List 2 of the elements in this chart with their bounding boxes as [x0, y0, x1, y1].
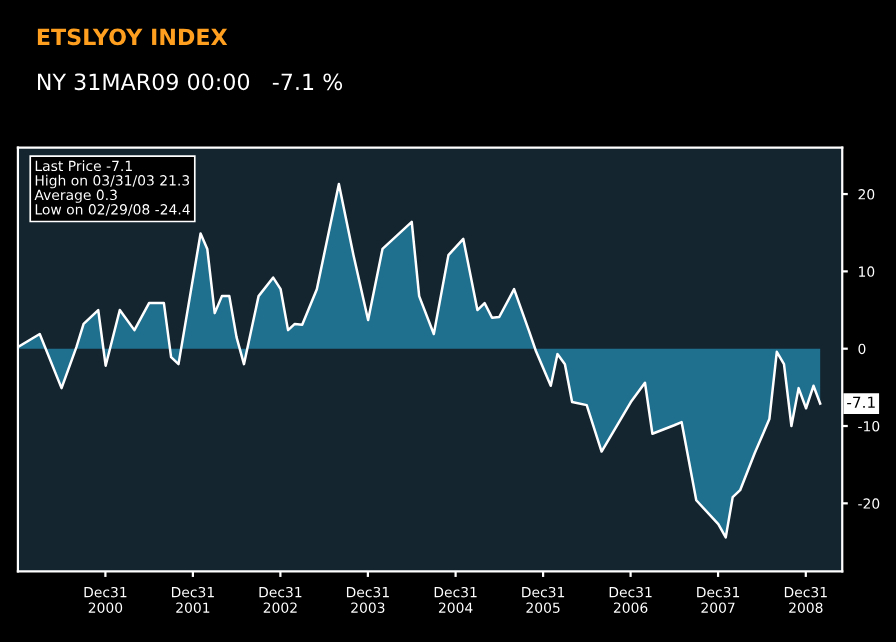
- chart-subtitle: NY 31MAR09 00:00 -7.1 %: [38, 73, 343, 91]
- chart-title: ETSLYOY INDEX: [37, 28, 228, 46]
